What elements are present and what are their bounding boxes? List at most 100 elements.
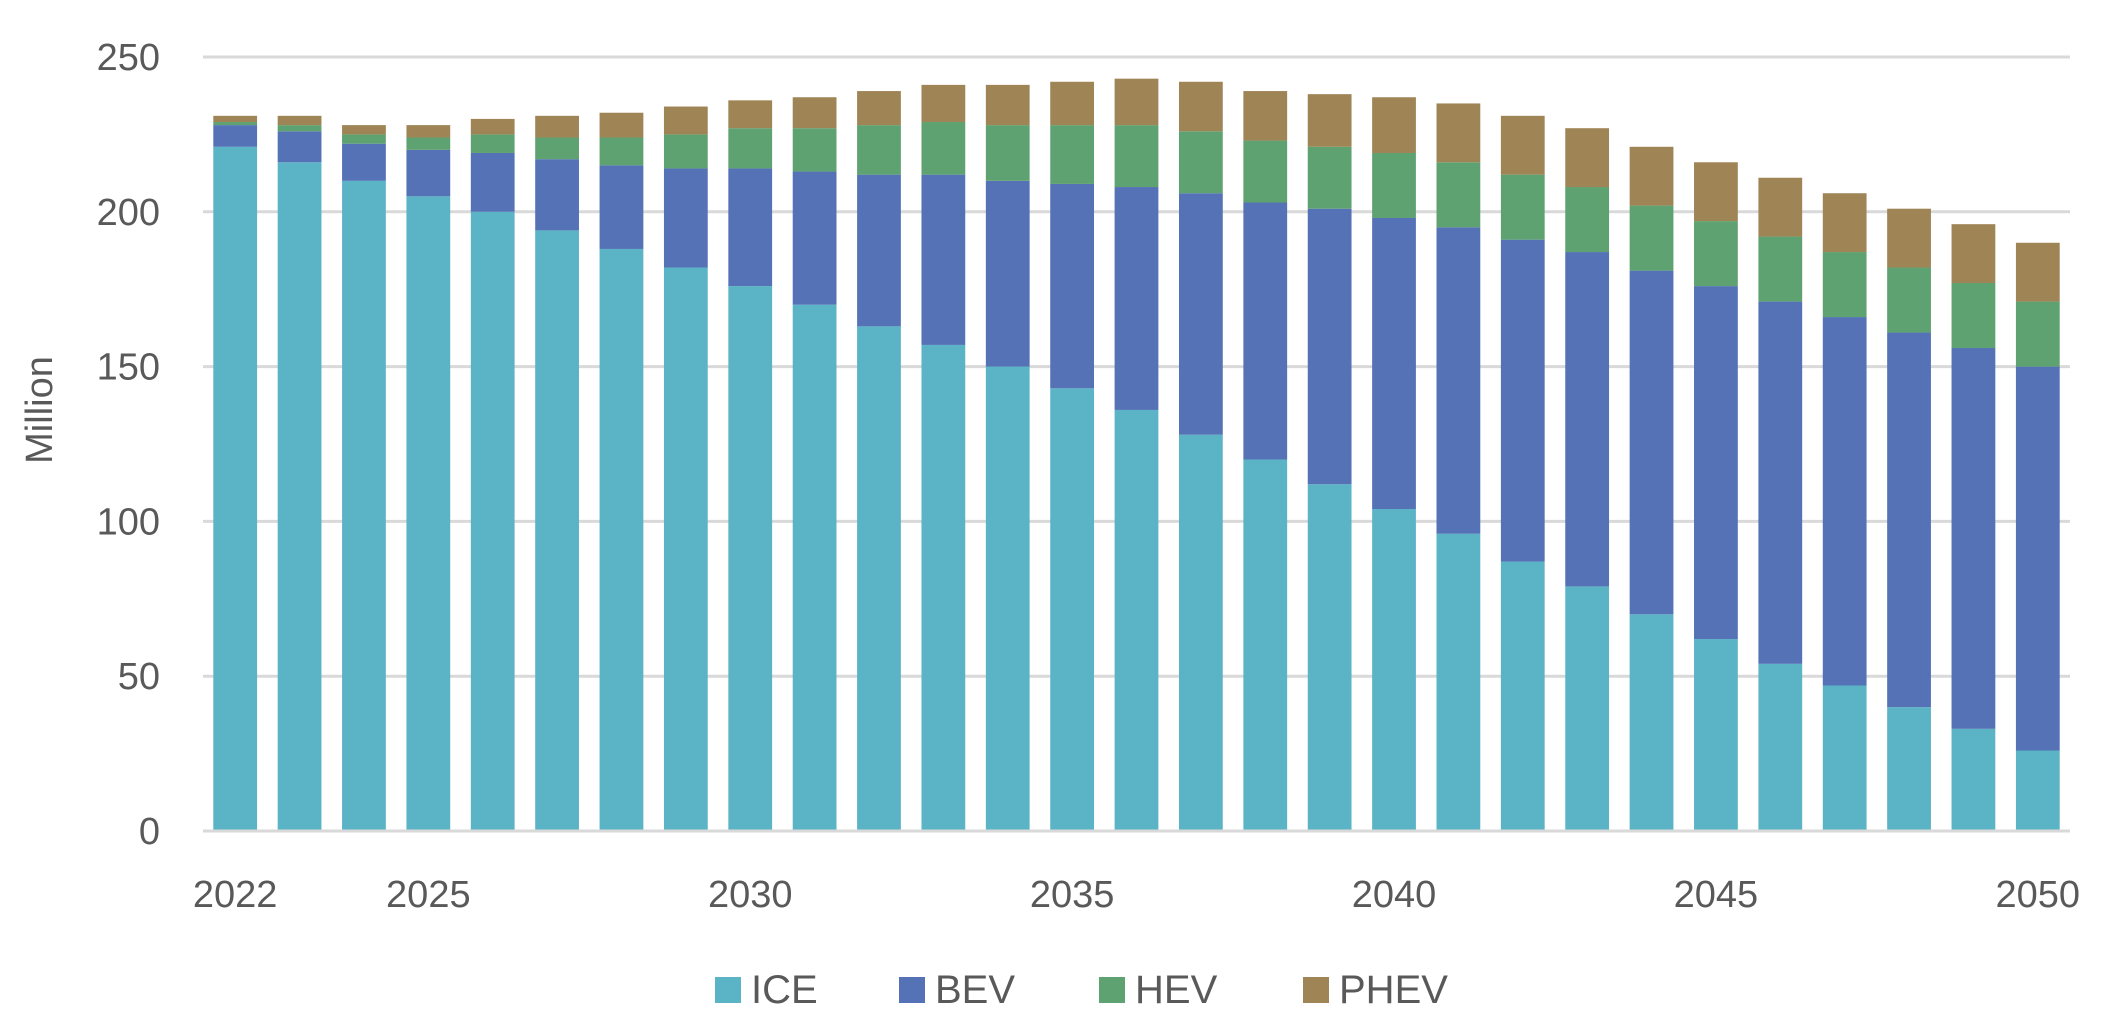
- bar-hev-2026: [470, 134, 515, 153]
- bar-stack-2026: [470, 118, 515, 832]
- bar-stack-2042: [1500, 115, 1545, 831]
- bar-ice-2042: [1500, 561, 1545, 831]
- bar-ice-2022: [213, 146, 258, 831]
- bar-stack-2025: [406, 125, 451, 831]
- bar-phev-2022: [213, 115, 258, 123]
- bar-stack-2039: [1307, 94, 1352, 831]
- bar-phev-2049: [1951, 224, 1996, 284]
- bar-bev-2027: [535, 159, 579, 231]
- x-tick-label: 2045: [1674, 874, 1759, 916]
- bar-phev-2044: [1629, 146, 1674, 206]
- bar-ice-2034: [985, 366, 1030, 831]
- bar-ice-2032: [857, 326, 901, 831]
- bar-ice-2033: [921, 344, 966, 831]
- bar-stack-2030: [728, 100, 773, 831]
- bar-hev-2033: [921, 122, 966, 175]
- bar-ice-2040: [1372, 509, 1416, 831]
- bar-ice-2039: [1307, 484, 1352, 831]
- y-tick-label: 250: [97, 37, 160, 79]
- bar-bev-2024: [342, 143, 386, 181]
- bar-hev-2029: [663, 134, 708, 169]
- bar-hev-2047: [1822, 252, 1867, 318]
- bar-bev-2033: [921, 174, 966, 345]
- bar-bev-2026: [470, 152, 515, 212]
- bar-bev-2050: [2015, 366, 2060, 751]
- legend-swatch: [1099, 977, 1125, 1003]
- bar-phev-2038: [1243, 91, 1288, 141]
- bar-stack-2022: [213, 115, 258, 831]
- x-tick-label: 2040: [1352, 874, 1437, 916]
- bar-hev-2032: [857, 125, 901, 175]
- x-tick-label: 2050: [1996, 874, 2081, 916]
- bar-stack-2040: [1372, 97, 1416, 831]
- bar-hev-2046: [1758, 236, 1803, 302]
- bar-bev-2049: [1951, 348, 1996, 729]
- bar-bev-2029: [663, 168, 708, 268]
- bar-ice-2031: [792, 304, 837, 831]
- bar-ice-2050: [2015, 750, 2060, 831]
- bar-hev-2041: [1436, 162, 1481, 228]
- bar-bev-2038: [1243, 202, 1288, 460]
- bar-phev-2050: [2015, 242, 2060, 302]
- bar-hev-2049: [1951, 283, 1996, 349]
- bar-ice-2028: [599, 248, 644, 831]
- bar-hev-2030: [728, 128, 773, 169]
- bar-hev-2042: [1500, 174, 1545, 240]
- legend-swatch: [1303, 977, 1329, 1003]
- bar-phev-2039: [1307, 94, 1352, 147]
- bar-hev-2023: [277, 125, 322, 132]
- bar-ice-2049: [1951, 728, 1996, 831]
- bar-phev-2034: [985, 84, 1030, 126]
- legend-label: HEV: [1135, 968, 1218, 1012]
- bar-bev-2031: [792, 171, 837, 305]
- y-tick-label: 200: [97, 192, 160, 234]
- legend-label: PHEV: [1339, 968, 1448, 1012]
- bar-hev-2038: [1243, 140, 1288, 203]
- bar-ice-2041: [1436, 533, 1481, 831]
- legend-item-bev: BEV: [899, 968, 1015, 1012]
- bar-stack-2032: [857, 91, 901, 831]
- legend-swatch: [715, 977, 741, 1003]
- legend-label: ICE: [751, 968, 818, 1012]
- bar-hev-2036: [1114, 125, 1159, 188]
- bar-ice-2023: [277, 162, 322, 831]
- bar-phev-2027: [535, 115, 579, 138]
- bar-stack-2049: [1951, 224, 1996, 831]
- bar-phev-2042: [1500, 115, 1545, 175]
- bar-phev-2035: [1050, 81, 1095, 126]
- bar-stack-2031: [792, 97, 837, 831]
- bar-ice-2027: [535, 230, 579, 832]
- bar-hev-2028: [599, 137, 644, 166]
- bar-phev-2047: [1822, 193, 1867, 253]
- bar-stack-2050: [2015, 242, 2060, 831]
- bar-phev-2046: [1758, 177, 1803, 237]
- bar-stack-2038: [1243, 91, 1288, 831]
- bar-stack-2024: [342, 125, 386, 832]
- x-tick-label: 2030: [708, 874, 793, 916]
- bar-hev-2043: [1565, 187, 1610, 253]
- x-tick-label: 2035: [1030, 874, 1115, 916]
- bar-bev-2047: [1822, 317, 1867, 686]
- bar-bev-2041: [1436, 227, 1481, 534]
- y-tick-label: 150: [97, 347, 160, 389]
- bar-ice-2045: [1694, 639, 1738, 831]
- bar-hev-2034: [985, 125, 1030, 181]
- x-tick-label: 2025: [386, 874, 471, 916]
- bar-ice-2026: [470, 211, 515, 832]
- bar-phev-2029: [663, 106, 708, 135]
- bar-ice-2029: [663, 267, 708, 831]
- bar-phev-2036: [1114, 78, 1159, 126]
- bar-phev-2025: [406, 125, 451, 138]
- bar-hev-2037: [1178, 131, 1223, 194]
- bar-bev-2032: [857, 174, 901, 327]
- bar-stack-2037: [1178, 81, 1223, 831]
- axes: 0 50 100 150 200 250 2022 2025 2030 2035 2040 2045 2…: [97, 37, 2080, 916]
- bar-stack-2035: [1050, 81, 1095, 831]
- bar-phev-2037: [1178, 81, 1223, 132]
- bar-stack-2048: [1887, 208, 1931, 831]
- bar-phev-2030: [728, 100, 773, 129]
- bar-hev-2040: [1372, 152, 1416, 218]
- bar-phev-2028: [599, 112, 644, 138]
